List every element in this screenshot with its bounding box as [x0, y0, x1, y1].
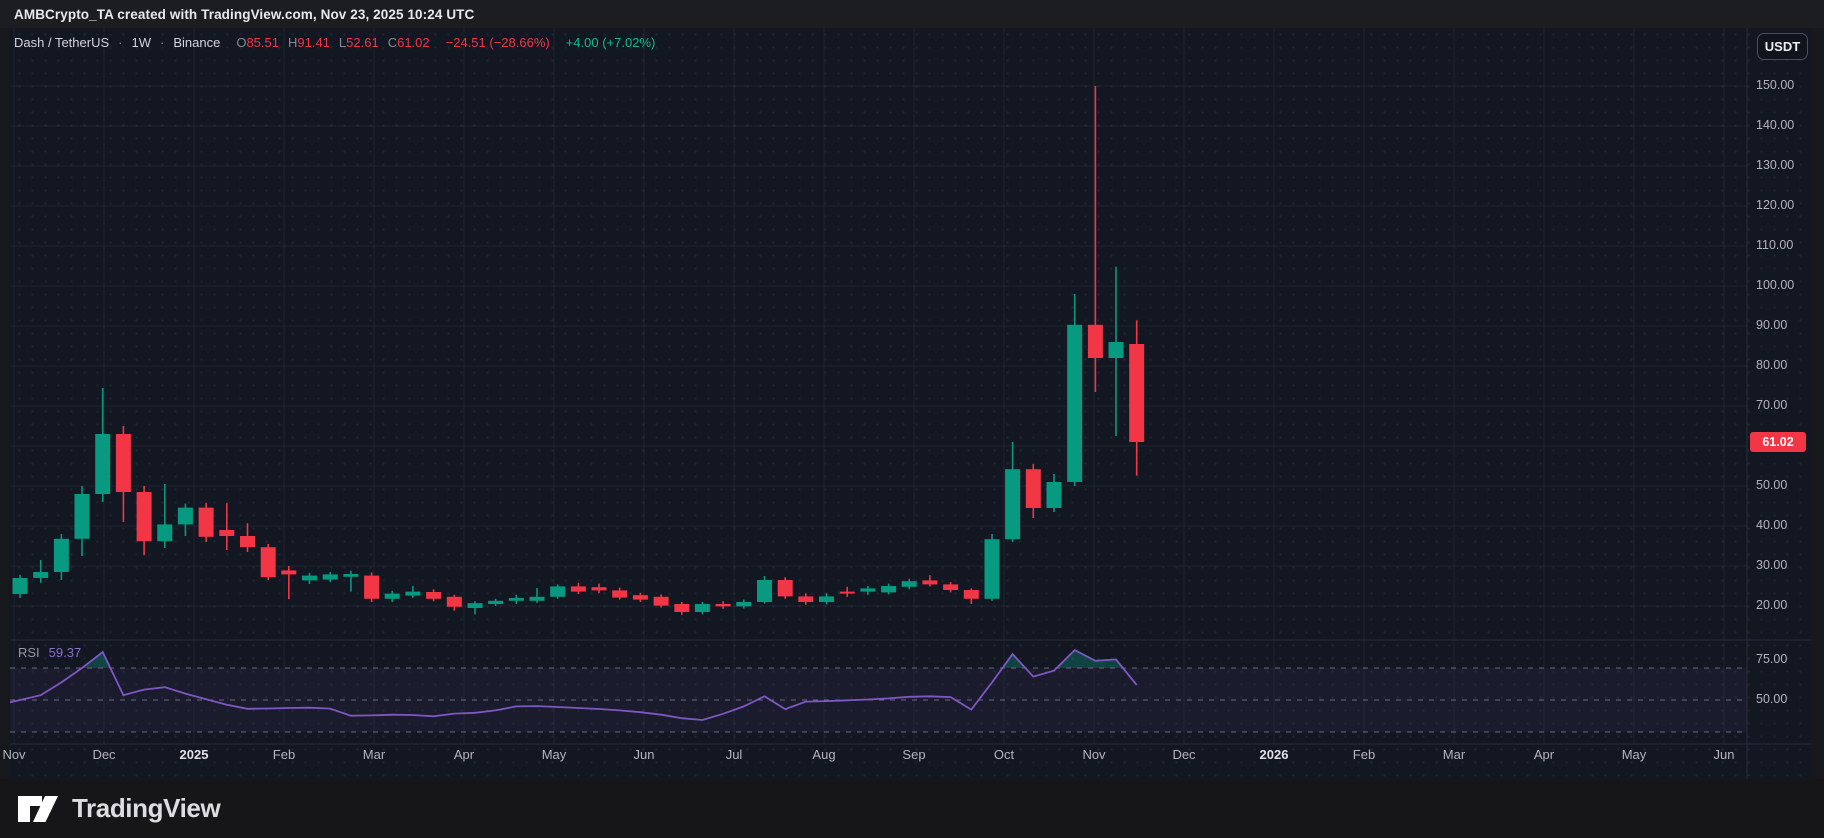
- price-axis-label: 90.00: [1756, 318, 1788, 332]
- price-axis-label: 70.00: [1756, 398, 1788, 412]
- time-axis-label: Jun: [1713, 747, 1735, 762]
- tradingview-logo-text[interactable]: TradingView: [72, 793, 221, 823]
- change-secondary-value: +4.00 (+7.02%): [565, 34, 656, 50]
- high-value: 91.41: [297, 34, 330, 50]
- price-axis-label: 110.00: [1756, 238, 1794, 252]
- price-axis-label: 20.00: [1756, 598, 1788, 612]
- change-value: −24.51 (−28.66%): [445, 34, 550, 50]
- symbol-name[interactable]: Dash / TetherUS: [14, 34, 110, 50]
- time-axis-label: 2026: [1259, 747, 1289, 762]
- time-axis-label: May: [1621, 747, 1647, 762]
- exchange-name[interactable]: Binance: [173, 34, 221, 50]
- rsi-name: RSI: [18, 645, 40, 660]
- low-label: L: [338, 34, 347, 50]
- left-margin: [0, 28, 10, 779]
- price-axis-label: 100.00: [1756, 278, 1795, 292]
- time-axis-label: Sep: [902, 747, 926, 762]
- separator-dot: ·: [118, 34, 123, 50]
- chart-area[interactable]: Dash / TetherUS · 1W · Binance O 85.51 H…: [0, 28, 1824, 779]
- time-axis-label: 2025: [179, 747, 209, 762]
- last-price-badge: 61.02: [1750, 431, 1806, 452]
- rsi-axis-label: 50.00: [1756, 692, 1788, 706]
- price-axis-label: 50.00: [1756, 478, 1788, 492]
- interval-value[interactable]: 1W: [131, 34, 151, 50]
- attribution-bar: AMBCrypto_TA created with TradingView.co…: [0, 0, 1824, 28]
- price-axis-label: 30.00: [1756, 558, 1788, 572]
- time-axis-label: Apr: [1533, 747, 1555, 762]
- close-label: C: [387, 34, 398, 50]
- tradingview-logo-icon[interactable]: [16, 792, 60, 826]
- time-axis-label: Oct: [993, 747, 1015, 762]
- time-axis-label: Nov: [2, 747, 26, 762]
- time-axis-label: Apr: [453, 747, 475, 762]
- right-margin: [1811, 28, 1824, 779]
- price-axis-label: 140.00: [1756, 118, 1795, 132]
- time-axis-label: Feb: [272, 747, 296, 762]
- price-axis-label: 120.00: [1756, 198, 1795, 212]
- close-value: 61.02: [397, 34, 430, 50]
- rsi-value: 59.37: [48, 645, 82, 660]
- time-axis-label: Jun: [633, 747, 655, 762]
- time-axis-label: Dec: [92, 747, 116, 762]
- symbol-header: Dash / TetherUS · 1W · Binance O 85.51 H…: [14, 33, 655, 51]
- time-axis-label: May: [541, 747, 567, 762]
- attribution-text: AMBCrypto_TA created with TradingView.co…: [14, 6, 475, 22]
- high-label: H: [287, 34, 298, 50]
- low-value: 52.61: [346, 34, 379, 50]
- time-axis-label: Feb: [1352, 747, 1376, 762]
- time-axis-label: Nov: [1082, 747, 1106, 762]
- time-axis-label: Aug: [812, 747, 836, 762]
- price-axis-label: 150.00: [1756, 78, 1795, 92]
- price-axis-label: 130.00: [1756, 158, 1795, 172]
- price-axis-label: 40.00: [1756, 518, 1788, 532]
- chart-canvas[interactable]: [0, 28, 1824, 779]
- time-axis-label: Dec: [1172, 747, 1196, 762]
- separator-dot: ·: [159, 34, 165, 50]
- open-value: 85.51: [246, 34, 279, 50]
- time-axis-label: Jul: [725, 747, 743, 762]
- rsi-axis-label: 75.00: [1756, 652, 1788, 666]
- tradingview-footer: TradingView: [0, 779, 1824, 838]
- time-axis-label: Mar: [362, 747, 386, 762]
- rsi-indicator-label[interactable]: RSI 59.37: [18, 645, 81, 660]
- time-axis-label: Mar: [1442, 747, 1466, 762]
- open-label: O: [236, 34, 247, 50]
- price-axis-label: 80.00: [1756, 358, 1788, 372]
- currency-toggle-button[interactable]: USDT: [1757, 33, 1808, 60]
